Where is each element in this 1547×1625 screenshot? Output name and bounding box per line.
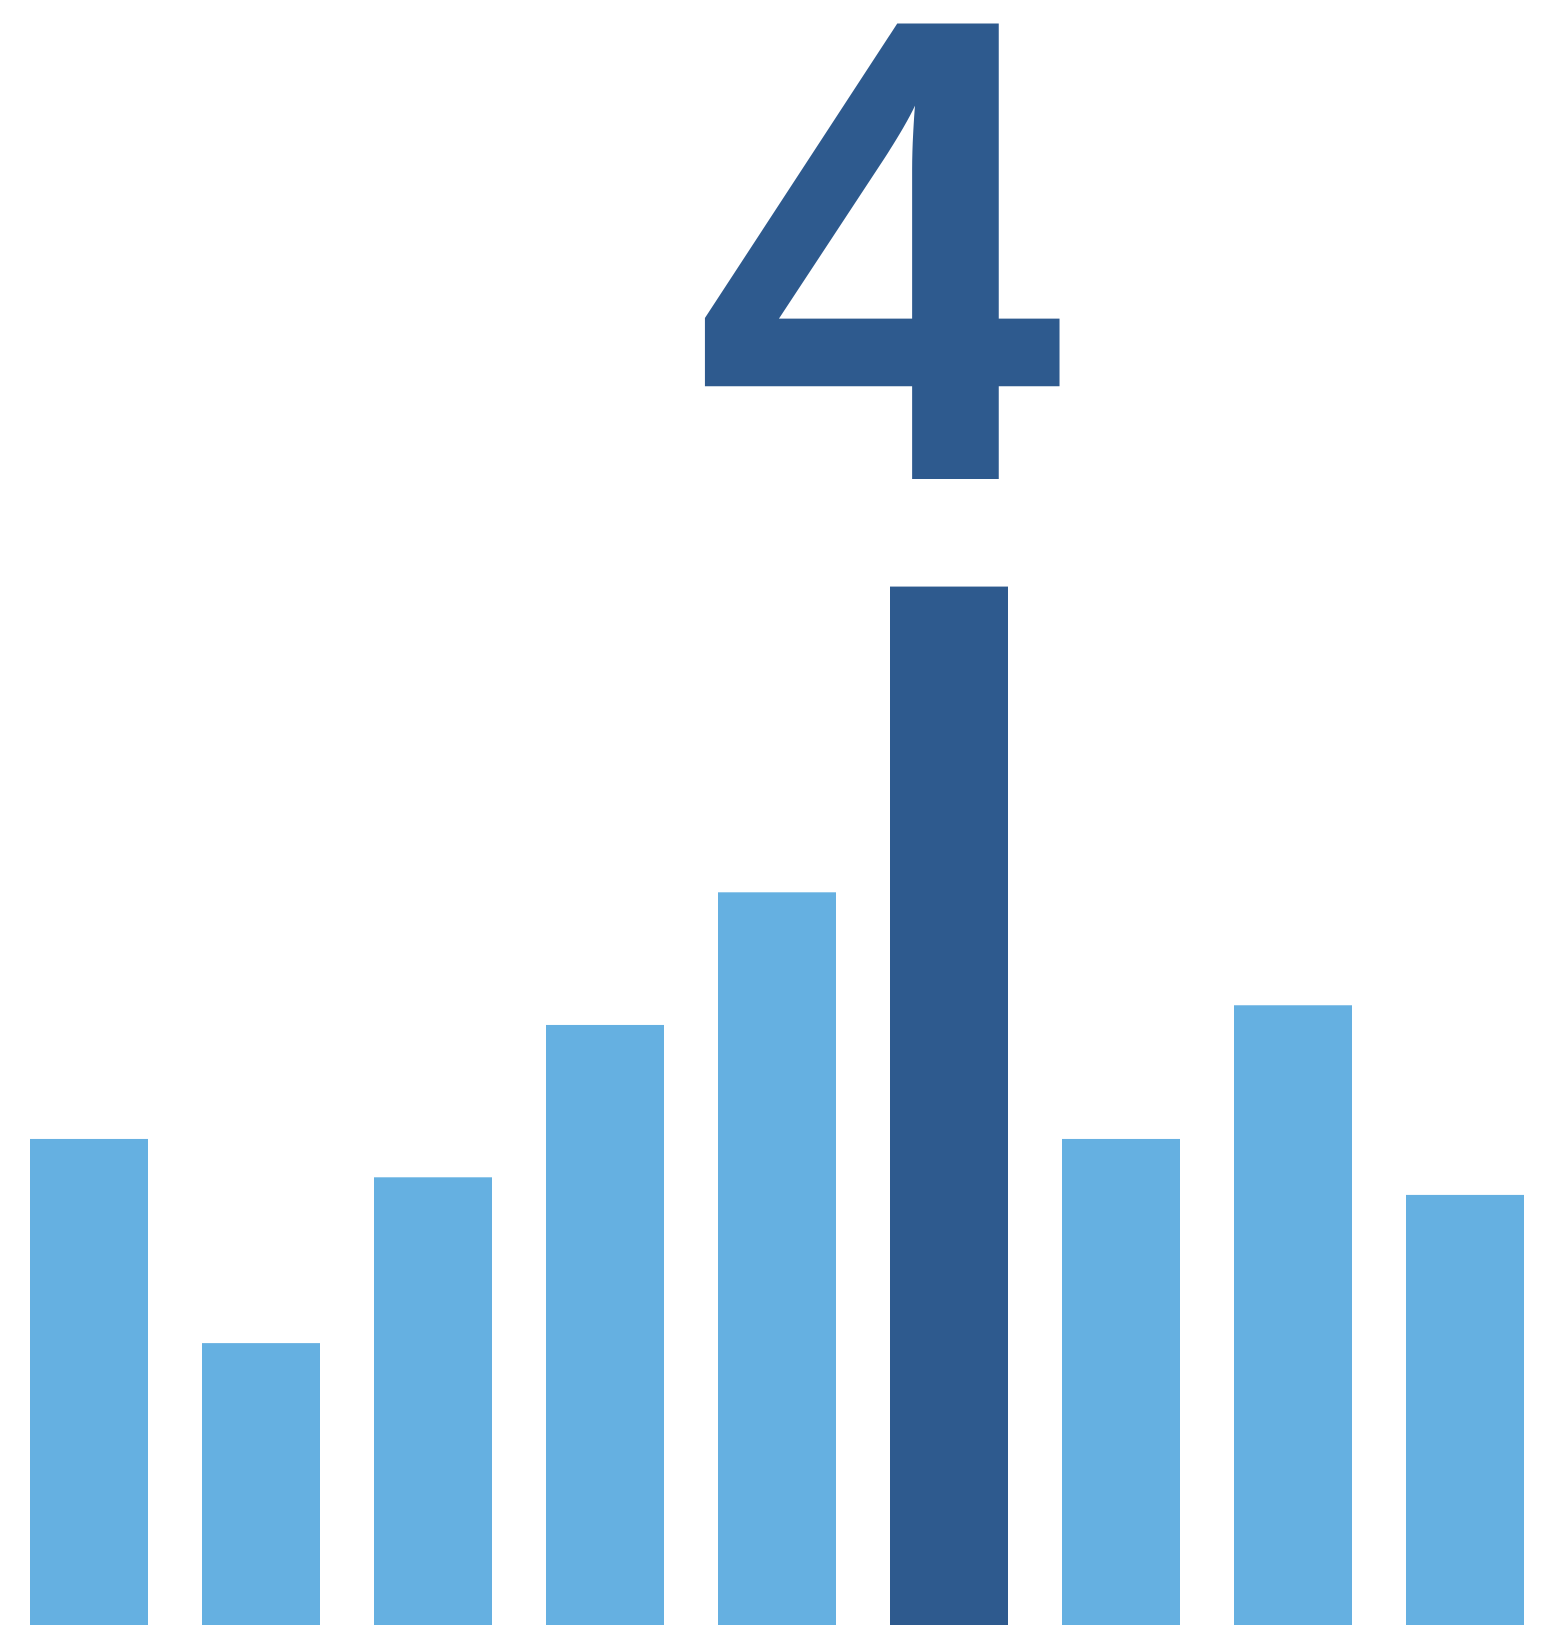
bar (1406, 1194, 1524, 1625)
bar (30, 1138, 148, 1625)
bar (546, 1024, 664, 1625)
bar (374, 1177, 492, 1625)
bar (890, 586, 1008, 1625)
bar (1062, 1138, 1180, 1625)
bar (202, 1343, 320, 1625)
annotation: 4 (695, 0, 1067, 620)
bar (718, 892, 836, 1625)
bar (1234, 1005, 1352, 1625)
